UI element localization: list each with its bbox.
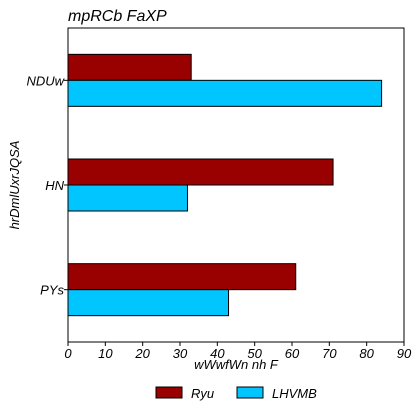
bar-ryu-pys — [67, 263, 297, 291]
bar-lhvmb-nduw — [67, 79, 383, 107]
y-ticks-group: NDUw HN PYs — [26, 73, 68, 298]
x-tick-label: 60 — [285, 346, 300, 361]
legend-swatch-ryu — [155, 386, 183, 399]
x-tick-label: 30 — [173, 346, 188, 361]
legend-swatch-lhvmb — [236, 386, 264, 399]
y-axis-title: hrDmlUxrJQSA — [7, 141, 22, 230]
x-tick-label: 40 — [210, 346, 225, 361]
x-tick-label: 80 — [359, 346, 374, 361]
bar-ryu-nduw — [67, 53, 192, 81]
x-tick-label: 10 — [98, 346, 113, 361]
chart-title: mpRCb FaXP — [68, 8, 167, 25]
bar-lhvmb-pys — [67, 289, 230, 317]
bar-ryu-hn — [67, 158, 334, 186]
chart-legend: Ryu LHVMB — [155, 386, 317, 401]
x-ticks-group: 0 10 20 30 40 50 60 70 80 90 — [64, 342, 412, 361]
x-axis-title: wWwfWn nh F — [194, 357, 279, 372]
y-tick-label: HN — [45, 178, 64, 193]
bar-lhvmb-hn — [67, 184, 188, 212]
x-tick-label: 90 — [397, 346, 412, 361]
y-tick-label: PYs — [40, 283, 64, 298]
x-tick-label: 20 — [134, 346, 150, 361]
legend-label-lhvmb: LHVMB — [272, 386, 317, 401]
x-tick-label: 50 — [247, 346, 262, 361]
x-tick-label: 70 — [322, 346, 337, 361]
x-tick-label: 0 — [64, 346, 72, 361]
y-tick-label: NDUw — [26, 73, 65, 88]
legend-label-ryu: Ryu — [191, 386, 214, 401]
bars-group — [67, 53, 383, 317]
